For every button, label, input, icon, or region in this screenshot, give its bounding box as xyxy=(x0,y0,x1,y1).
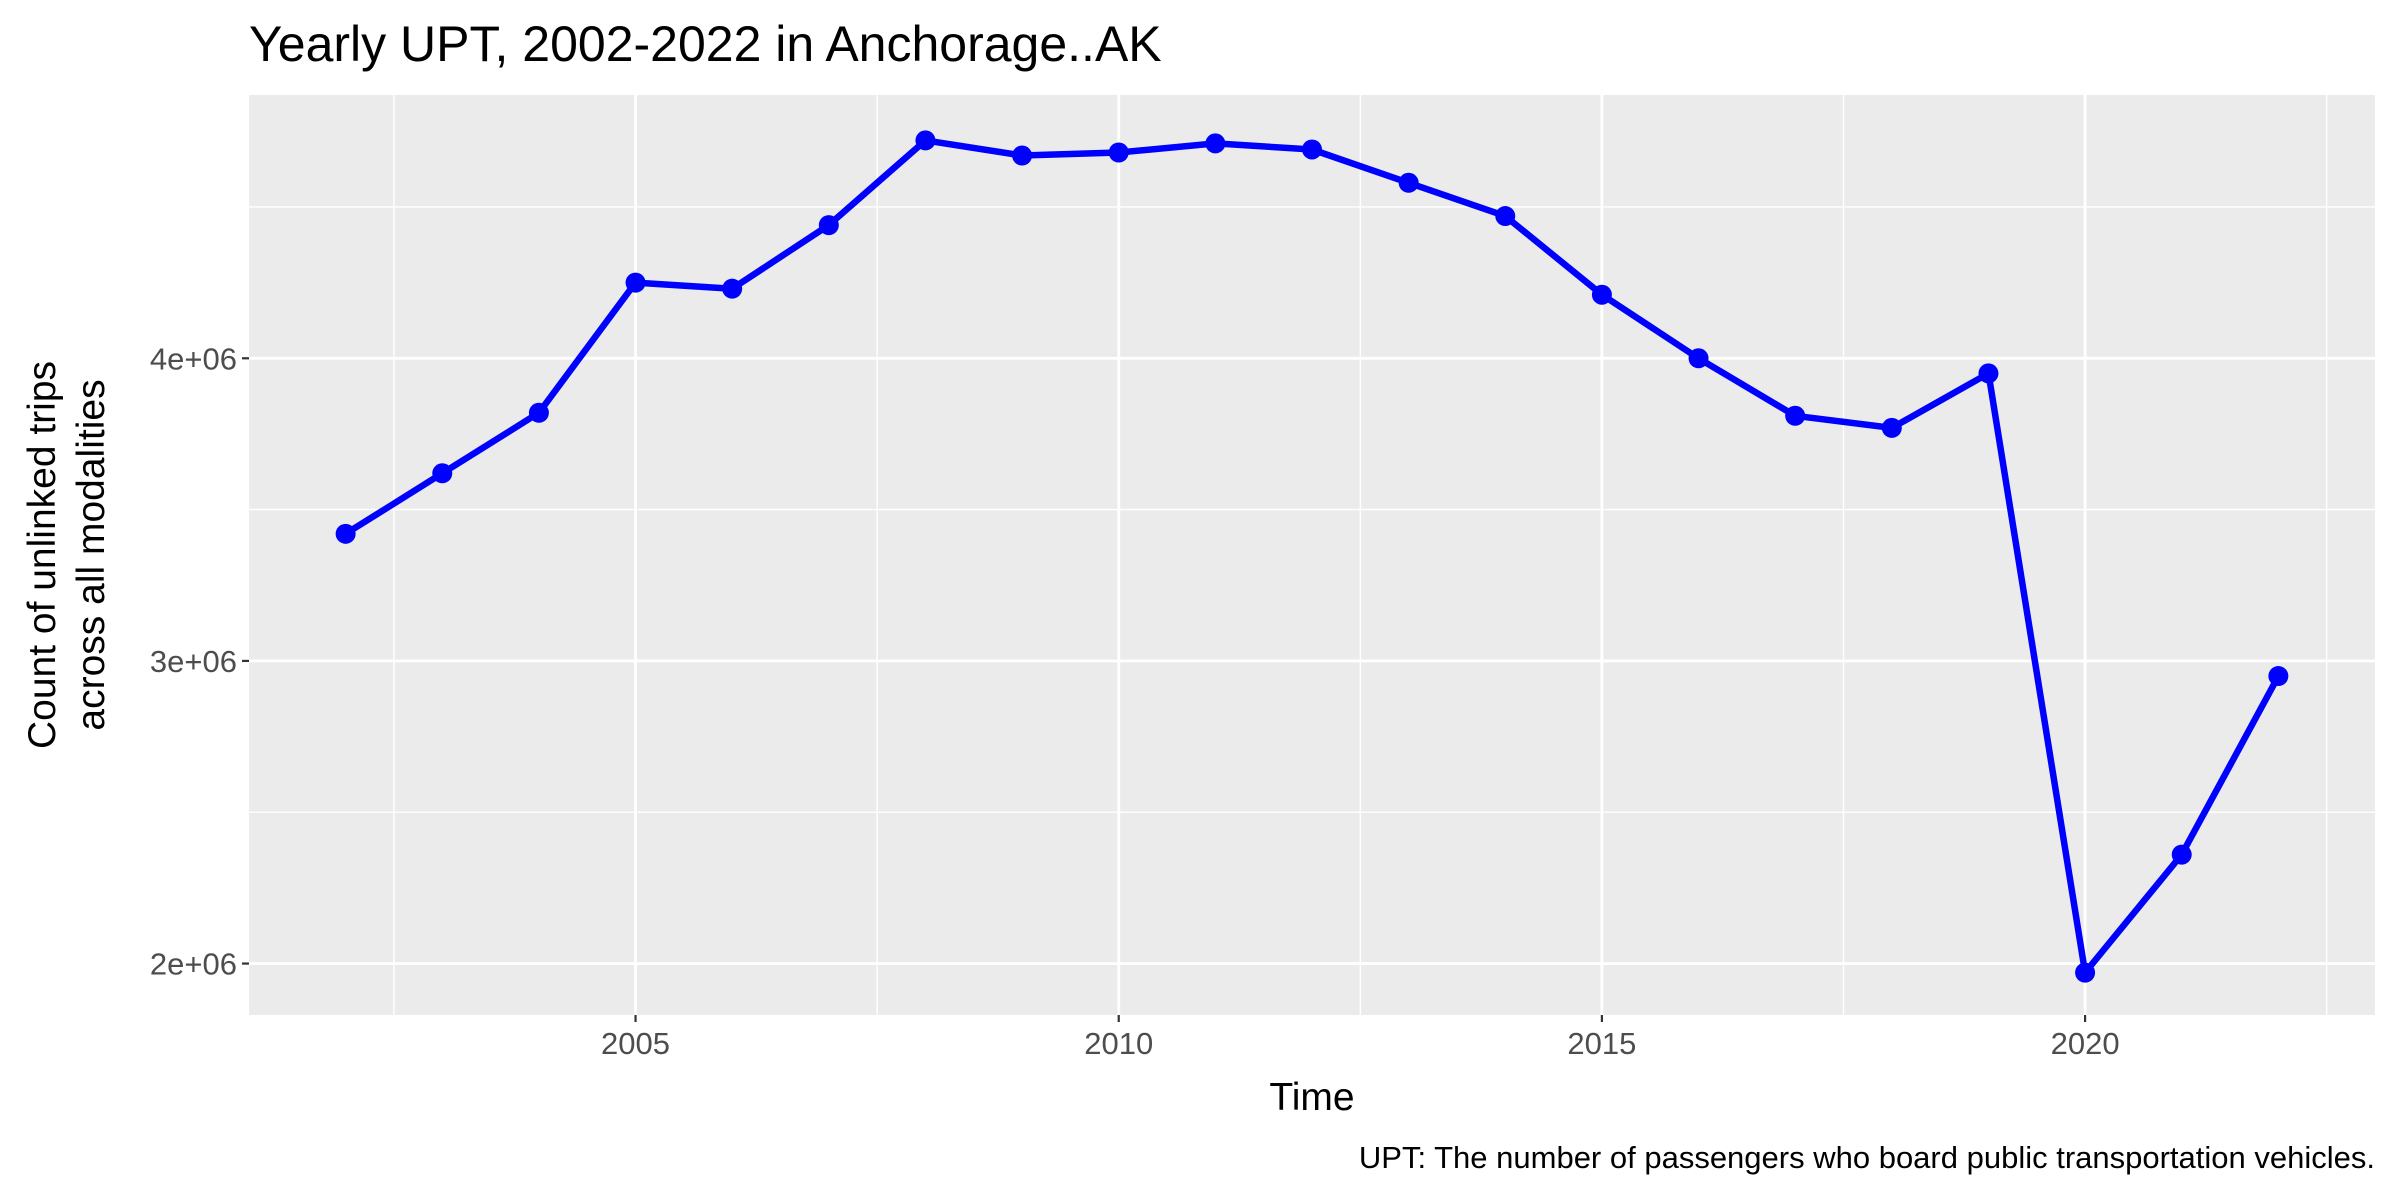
data-point xyxy=(1495,206,1516,227)
data-point xyxy=(1591,284,1612,305)
data-point xyxy=(1108,142,1129,163)
y-axis-title-line-1: Count of unlinked trips xyxy=(21,361,64,749)
x-tick-label: 2020 xyxy=(2051,1026,2120,1061)
data-point xyxy=(335,523,356,544)
data-point xyxy=(1205,133,1226,154)
major-grid xyxy=(249,95,2375,1015)
y-axis-title-line-2: across all modalities xyxy=(70,379,113,730)
data-point xyxy=(1881,417,1902,438)
data-point xyxy=(915,130,936,151)
data-point xyxy=(722,278,743,299)
data-point xyxy=(1398,172,1419,193)
data-point xyxy=(2075,962,2096,983)
y-axis: 2e+06 3e+06 4e+06 xyxy=(150,341,249,982)
data-point xyxy=(1302,139,1322,160)
chart-caption: UPT: The number of passengers who board … xyxy=(1359,1140,2375,1175)
data-point xyxy=(2268,666,2289,687)
data-point xyxy=(1688,348,1709,369)
x-tick-label: 2005 xyxy=(601,1026,670,1061)
data-point xyxy=(1785,405,1806,426)
data-point xyxy=(1012,145,1033,166)
series-layer xyxy=(335,130,2289,983)
data-point xyxy=(1978,363,1999,384)
y-tick-label: 2e+06 xyxy=(150,947,237,982)
x-tick-label: 2010 xyxy=(1084,1026,1153,1061)
data-point xyxy=(528,402,549,423)
x-axis-title: Time xyxy=(1269,1076,1354,1119)
data-point xyxy=(2171,844,2192,865)
data-point xyxy=(625,272,646,293)
minor-grid xyxy=(249,95,2375,1015)
data-point xyxy=(818,215,839,236)
y-tick-label: 3e+06 xyxy=(150,644,237,679)
chart-title: Yearly UPT, 2002-2022 in Anchorage..AK xyxy=(249,16,1162,72)
data-point xyxy=(432,463,453,484)
plot-panel xyxy=(249,95,2375,1015)
x-axis: 2005 2010 2015 2020 xyxy=(601,1015,2120,1061)
y-tick-label: 4e+06 xyxy=(150,341,237,376)
x-tick-label: 2015 xyxy=(1567,1026,1636,1061)
